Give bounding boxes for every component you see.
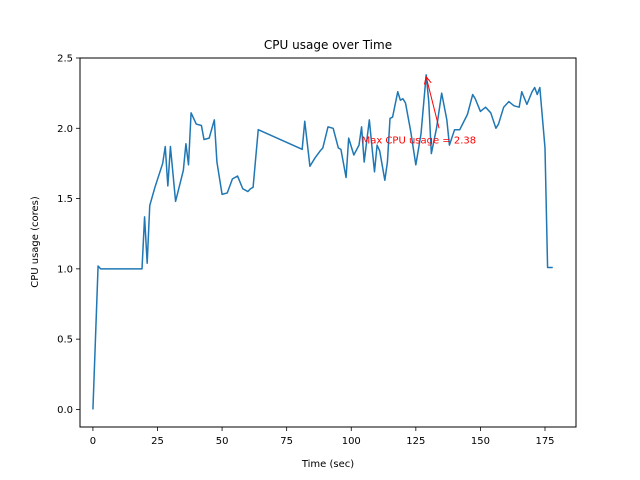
annotation-text: Max CPU usage = 2.38 <box>362 136 477 147</box>
y-axis: 0.0 0.5 1.0 1.5 2.0 2.5 <box>57 54 80 416</box>
x-tick-label: 150 <box>471 436 490 447</box>
x-tick-label: 175 <box>535 436 554 447</box>
plot-area <box>92 74 553 410</box>
y-tick-label: 0.5 <box>57 335 73 346</box>
y-tick-label: 1.0 <box>57 264 73 275</box>
x-tick-label: 75 <box>280 436 293 447</box>
y-tick-label: 2.5 <box>57 54 73 65</box>
x-axis-label: Time (sec) <box>301 459 354 470</box>
x-tick-label: 100 <box>342 436 361 447</box>
x-tick-label: 125 <box>406 436 425 447</box>
series-line <box>92 74 553 410</box>
x-tick-label: 25 <box>151 436 164 447</box>
y-axis-label: CPU usage (cores) <box>30 196 41 288</box>
annotation-arrowhead <box>423 75 432 85</box>
y-tick-label: 2.0 <box>57 124 73 135</box>
axes-frame <box>79 57 577 428</box>
y-tick-label: 1.5 <box>57 194 73 205</box>
annotation-arrow <box>425 76 440 129</box>
y-tick-label: 0.0 <box>57 405 73 416</box>
x-tick-label: 0 <box>90 436 96 447</box>
chart-title: CPU usage over Time <box>264 38 392 52</box>
annotation: Max CPU usage = 2.38 <box>362 75 477 147</box>
x-tick-label: 50 <box>216 436 229 447</box>
x-axis: 0 25 50 75 100 125 150 175 <box>90 427 555 447</box>
